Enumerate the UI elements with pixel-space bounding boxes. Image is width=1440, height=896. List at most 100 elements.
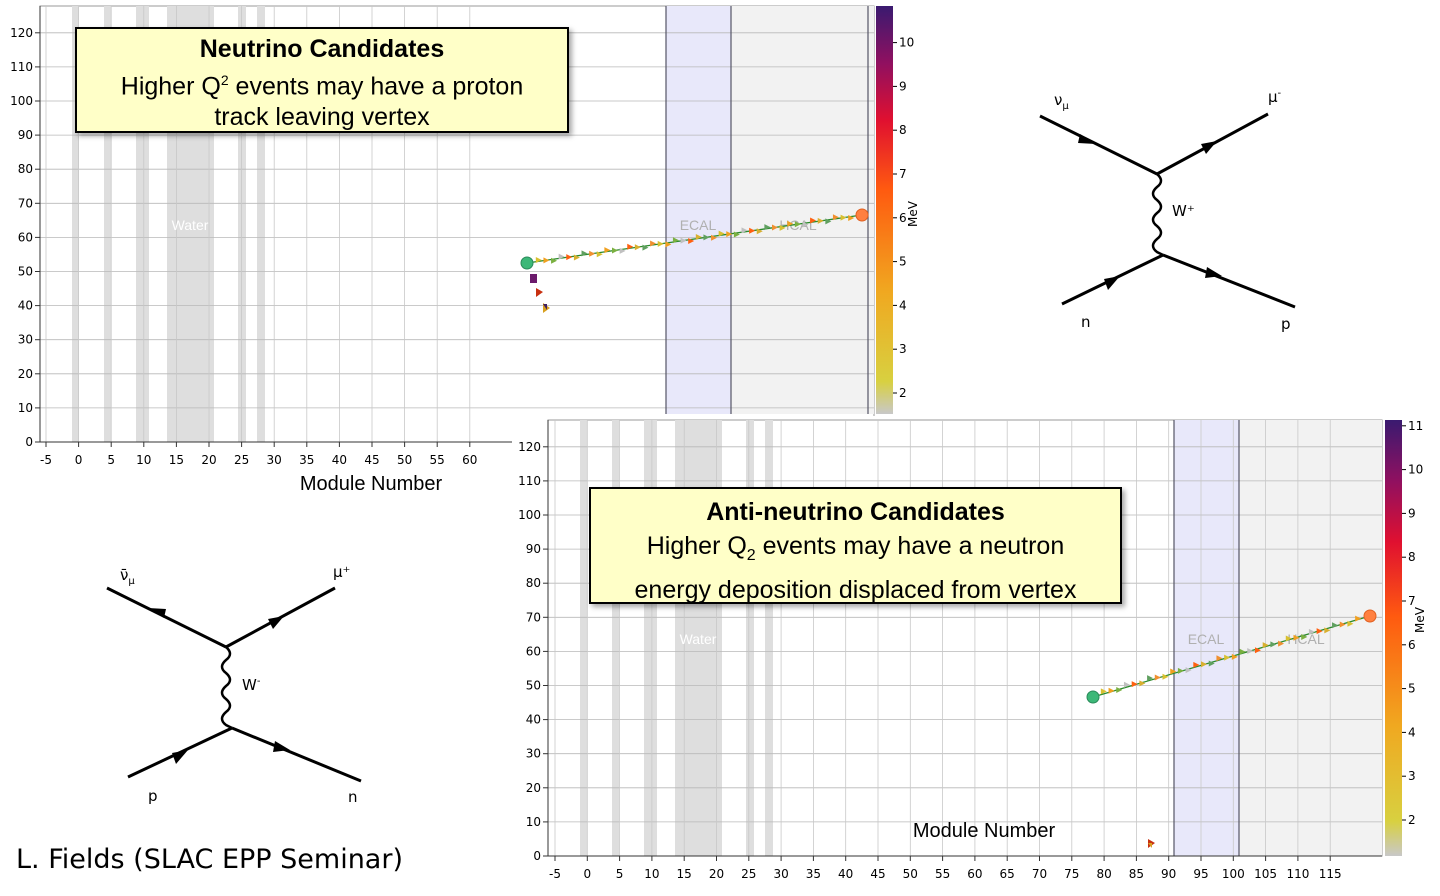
bottom-neutron-hit (1148, 839, 1155, 848)
y-tick-label: 60 (526, 644, 541, 658)
y-tick-label: 50 (18, 265, 33, 279)
bottom-hcal-label: HCAL (1287, 631, 1325, 647)
top-y-axis-ticks: 0 10 20 30 40 50 60 70 80 90 100 110 120 (10, 26, 40, 449)
x-tick-label: 70 (1032, 867, 1047, 881)
colorbar-tick-label: 5 (899, 255, 907, 269)
x-tick-label: 35 (806, 867, 821, 881)
y-tick-label: 120 (10, 26, 33, 40)
x-tick-label: 25 (234, 453, 249, 467)
x-tick-label: 80 (1096, 867, 1111, 881)
colorbar-tick-label: 7 (899, 167, 907, 181)
y-tick-label: 50 (526, 679, 541, 693)
antineutrino-note-line2: energy deposition displaced from vertex (634, 576, 1077, 604)
x-tick-label: 45 (870, 867, 885, 881)
top-track-hits (535, 214, 855, 264)
y-tick-label: 0 (25, 435, 33, 449)
x-tick-label: 60 (462, 453, 477, 467)
x-tick-label: 20 (201, 453, 216, 467)
x-tick-label: 40 (838, 867, 853, 881)
antineutrino-note-line1: Higher Q2 events may have a neutron (646, 532, 1065, 564)
top-x-axis-ticks: -5 0 5 10 15 20 25 30 35 40 45 50 55 60 (40, 442, 477, 467)
y-tick-label: 110 (518, 474, 541, 488)
y-tick-label: 80 (18, 162, 33, 176)
x-tick-label: 50 (903, 867, 918, 881)
y-tick-label: 0 (533, 849, 541, 863)
bottom-colorbar-ticks: 2 3 4 5 6 7 8 9 10 11 (1402, 419, 1423, 827)
y-tick-label: 30 (18, 333, 33, 347)
fey-anti-in-lepton: ν̄μ (120, 566, 135, 587)
x-tick-label: 90 (1161, 867, 1176, 881)
x-tick-label: 40 (332, 453, 347, 467)
fey-nu-in-lepton: νμ (1054, 91, 1069, 112)
feynman-arrows-antineutrino (148, 608, 290, 764)
bottom-hcal-region (1239, 420, 1382, 856)
y-tick-label: 20 (526, 781, 541, 795)
y-tick-label: 90 (526, 542, 541, 556)
x-tick-label: 15 (677, 867, 692, 881)
top-ecal-region (666, 6, 731, 414)
top-proton-hits (530, 274, 550, 313)
colorbar-tick-label: 6 (1408, 638, 1416, 652)
x-tick-label: 105 (1254, 867, 1277, 881)
neutrino-note-title: Neutrino Candidates (199, 35, 445, 63)
bottom-ecal-region (1174, 420, 1239, 856)
colorbar-tick-label: 2 (899, 386, 907, 400)
neutrino-note-line2: track leaving vertex (214, 103, 430, 132)
y-tick-label: 70 (526, 610, 541, 624)
colorbar-tick-label: 7 (1408, 594, 1416, 608)
x-tick-label: 0 (583, 867, 591, 881)
x-tick-label: 110 (1286, 867, 1309, 881)
antineutrino-note-title: Anti-neutrino Candidates (706, 498, 1005, 526)
bottom-colorbar (1385, 420, 1402, 856)
top-colorbar-unit: MeV (906, 200, 920, 227)
bottom-y-axis-ticks: 0 10 20 30 40 50 60 70 80 90 100 110 120 (518, 440, 548, 863)
bottom-track-end-marker (1363, 609, 1377, 623)
colorbar-tick-label: 8 (1408, 550, 1416, 564)
bottom-ecal-label: ECAL (1188, 631, 1225, 647)
y-tick-label: 20 (18, 367, 33, 381)
antineutrino-candidates-note: Anti-neutrino Candidates Higher Q2 event… (589, 487, 1122, 604)
colorbar-tick-label: 3 (1408, 769, 1416, 783)
y-tick-label: 90 (18, 128, 33, 142)
x-tick-label: 10 (136, 453, 151, 467)
y-tick-label: 60 (18, 230, 33, 244)
author-credit: L. Fields (SLAC EPP Seminar) (16, 844, 403, 875)
bottom-event-display: Water ECAL HCAL 010203040506070809010011… (512, 416, 1427, 881)
fey-nu-out-hadron: p (1281, 315, 1291, 333)
y-tick-label: 10 (18, 401, 33, 415)
x-tick-label: 100 (1222, 867, 1245, 881)
x-tick-label: 60 (967, 867, 982, 881)
x-tick-label: 5 (616, 867, 624, 881)
bottom-track-hits (1100, 615, 1362, 695)
colorbar-tick-label: 10 (1408, 463, 1423, 477)
x-tick-label: 95 (1193, 867, 1208, 881)
x-tick-label: 50 (397, 453, 412, 467)
top-track-end-marker (855, 208, 869, 222)
x-tick-label: 25 (741, 867, 756, 881)
y-tick-label: 40 (526, 713, 541, 727)
y-tick-label: 80 (526, 576, 541, 590)
x-tick-label: 5 (107, 453, 115, 467)
bottom-x-axis-title: Module Number (913, 820, 1056, 842)
fey-anti-in-hadron: p (148, 787, 158, 805)
colorbar-tick-label: 9 (899, 79, 907, 93)
y-tick-label: 100 (518, 508, 541, 522)
colorbar-tick-label: 11 (1408, 419, 1423, 433)
x-tick-label: 0 (75, 453, 83, 467)
y-tick-label: 120 (518, 440, 541, 454)
fey-anti-out-hadron: n (348, 788, 358, 806)
fey-anti-out-lepton: μ⁺ (333, 563, 350, 581)
x-tick-label: 10 (644, 867, 659, 881)
x-tick-label: 65 (1000, 867, 1015, 881)
colorbar-tick-label: 3 (899, 342, 907, 356)
x-tick-label: 35 (299, 453, 314, 467)
top-x-axis-title: Module Number (300, 473, 443, 495)
y-tick-label: 70 (18, 196, 33, 210)
bottom-x-axis-ticks: -5 0 5 10 15 20 25 30 35 40 45 50 55 60 65 70 75 80 85 90 95… (549, 856, 1342, 881)
bottom-grid (548, 420, 1382, 857)
x-tick-label: 20 (709, 867, 724, 881)
x-tick-label: -5 (549, 867, 561, 881)
bottom-colorbar-unit: MeV (1413, 606, 1427, 633)
bottom-water-label: Water (680, 631, 717, 647)
top-ecal-label: ECAL (680, 217, 717, 233)
